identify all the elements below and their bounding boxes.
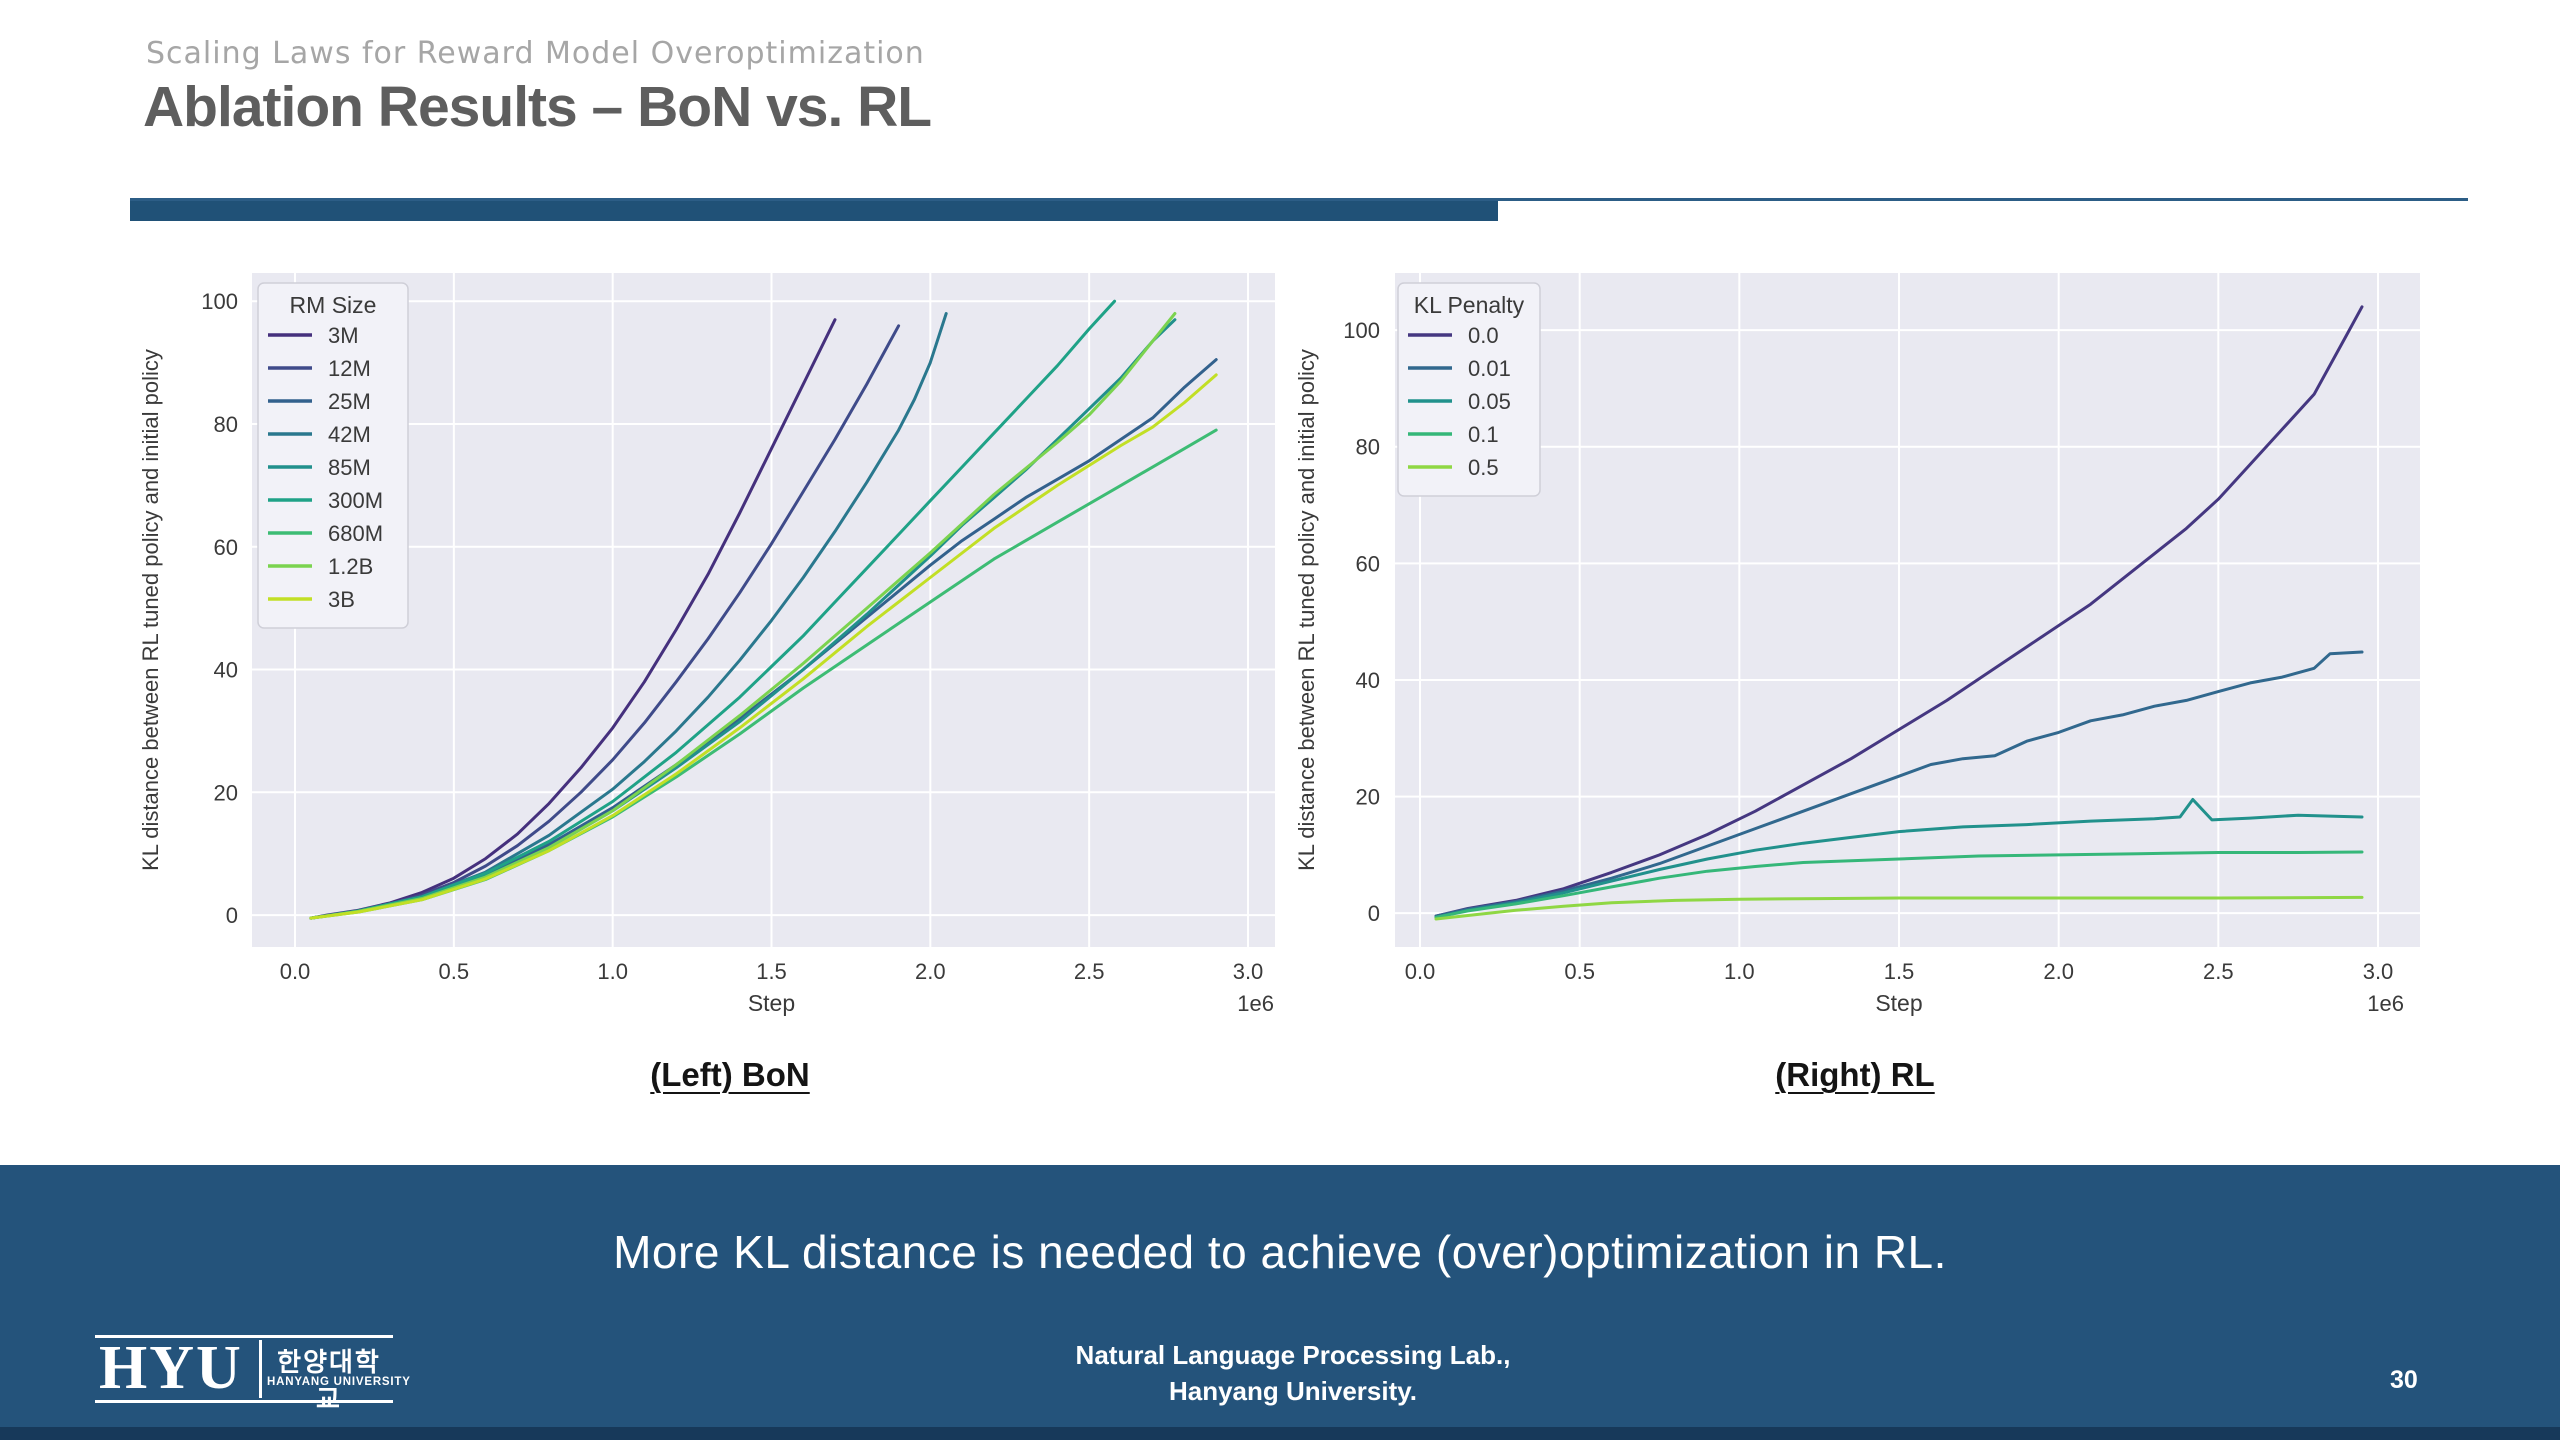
x-tick-label: 1.5 xyxy=(1884,959,1915,984)
x-tick-label: 3.0 xyxy=(1233,959,1264,984)
rl-chart: 0.0 0.5 1.0 1.5 2.0 2.5 3.0 0 20 40 60 80 100 Step 1e6… xyxy=(1270,250,2430,1050)
bon-chart: 0.0 0.5 1.0 1.5 2.0 2.5 3.0 0 20 40 60 80 100 Step 1e6… xyxy=(130,250,1290,1050)
y-tick-label: 0 xyxy=(226,903,238,928)
y-tick-label: 100 xyxy=(1343,318,1380,343)
y-tick-label: 60 xyxy=(214,535,238,560)
y-tick-label: 60 xyxy=(1356,551,1380,576)
lab-credit-line1: Natural Language Processing Lab., xyxy=(1075,1340,1511,1370)
plot-area xyxy=(1395,273,2420,947)
gridlines xyxy=(1395,273,2420,947)
legend-title: RM Size xyxy=(290,292,377,318)
x-axis-label: Step xyxy=(748,990,795,1016)
accent-bar xyxy=(130,201,1498,221)
series-line-300M xyxy=(309,299,1117,920)
x-axis-offset-label: 1e6 xyxy=(1237,991,1274,1016)
x-tick-label: 1.0 xyxy=(1724,959,1755,984)
y-tick-label: 20 xyxy=(214,780,238,805)
series-line-0.5 xyxy=(1434,895,2364,921)
logo-university-name: HANYANG UNIVERSITY xyxy=(267,1376,411,1388)
series-line-0.0 xyxy=(1434,305,2364,918)
x-axis-offset-label: 1e6 xyxy=(2367,991,2404,1016)
x-tick-label: 1.0 xyxy=(597,959,628,984)
y-axis-label: KL distance between RL tuned policy and … xyxy=(138,349,163,871)
y-tick-label: 80 xyxy=(214,412,238,437)
plot-area xyxy=(252,273,1275,947)
chart-svg: 0.0 0.5 1.0 1.5 2.0 2.5 3.0 0 20 40 60 80 100 Step 1e6… xyxy=(1294,273,2420,1016)
logo-rule-bottom xyxy=(95,1400,393,1403)
x-tick-label: 2.0 xyxy=(2043,959,2074,984)
legend-label-0.5: 0.5 xyxy=(1468,455,1499,480)
x-tick-label: 0.0 xyxy=(280,959,311,984)
series-line-0.1 xyxy=(1434,850,2364,919)
legend-label-25M: 25M xyxy=(328,389,371,414)
x-axis-label: Step xyxy=(1875,990,1922,1016)
series-line-3B xyxy=(309,373,1218,920)
series-line-1.2B xyxy=(309,312,1177,920)
x-tick-label: 0.5 xyxy=(439,959,470,984)
series-lines xyxy=(309,299,1218,920)
right-chart-caption: (Right) RL xyxy=(1775,1056,1935,1093)
chart-svg: 0.0 0.5 1.0 1.5 2.0 2.5 3.0 0 20 40 60 80 100 Step 1e6… xyxy=(138,273,1275,1016)
x-tick-label: 3.0 xyxy=(2363,959,2394,984)
x-tick-label: 0.5 xyxy=(1564,959,1595,984)
y-tick-label: 100 xyxy=(201,289,238,314)
kicker-text: Scaling Laws for Reward Model Overoptimi… xyxy=(146,36,925,71)
y-tick-label: 80 xyxy=(1356,435,1380,460)
lab-credit: Natural Language Processing Lab., Hanyan… xyxy=(1043,1337,1543,1409)
y-tick-labels: 0 20 40 60 80 100 xyxy=(1343,318,1380,926)
legend-label-12M: 12M xyxy=(328,356,371,381)
series-line-0.01 xyxy=(1434,650,2364,918)
legend-label-0.01: 0.01 xyxy=(1468,356,1511,381)
legend: KL Penalty 0.0 0.01 0.05 0.1 0.5 xyxy=(1397,282,1541,497)
legend-label-300M: 300M xyxy=(328,488,383,513)
legend-label-3M: 3M xyxy=(328,323,359,348)
series-line-0.05 xyxy=(1434,798,2364,919)
y-tick-label: 40 xyxy=(1356,668,1380,693)
divider-line xyxy=(130,198,2468,201)
legend-label-0.1: 0.1 xyxy=(1468,422,1499,447)
x-tick-label: 2.5 xyxy=(1074,959,1105,984)
banner-message: More KL distance is needed to achieve (o… xyxy=(613,1226,1947,1278)
series-lines xyxy=(1434,305,2364,921)
y-tick-labels: 0 20 40 60 80 100 xyxy=(201,289,238,928)
logo-vertical-rule xyxy=(259,1340,262,1398)
logo-rule-top xyxy=(95,1335,393,1338)
legend-label-85M: 85M xyxy=(328,455,371,480)
y-tick-label: 20 xyxy=(1356,785,1380,810)
banner-bottom-strip xyxy=(0,1427,2560,1440)
hyu-logo: HYU 한양대학교 HANYANG UNIVERSITY xyxy=(95,1330,411,1414)
lab-credit-line2: Hanyang University. xyxy=(1168,1376,1418,1406)
gridlines xyxy=(252,273,1275,947)
bottom-banner: More KL distance is needed to achieve (o… xyxy=(0,1165,2560,1440)
legend-label-0.0: 0.0 xyxy=(1468,323,1499,348)
x-tick-label: 1.5 xyxy=(756,959,787,984)
x-tick-label: 2.0 xyxy=(915,959,946,984)
logo-korean-name: 한양대학교 xyxy=(277,1347,381,1414)
y-axis-label: KL distance between RL tuned policy and … xyxy=(1294,349,1319,871)
y-tick-label: 40 xyxy=(214,658,238,683)
x-tick-label: 2.5 xyxy=(2203,959,2234,984)
y-tick-label: 0 xyxy=(1368,901,1380,926)
logo-acronym: HYU xyxy=(99,1334,243,1402)
page-number: 30 xyxy=(2390,1366,2418,1394)
legend-label-1.2B: 1.2B xyxy=(328,554,373,579)
legend: RM Size 3M 12M 25M 42M 85M 300M 680M 1.2B 3B xyxy=(257,282,409,629)
left-chart-caption: (Left) BoN xyxy=(650,1056,810,1093)
legend-label-3B: 3B xyxy=(328,587,355,612)
legend-label-0.05: 0.05 xyxy=(1468,389,1511,414)
page-title: Ablation Results – BoN vs. RL xyxy=(143,75,932,139)
x-tick-labels: 0.0 0.5 1.0 1.5 2.0 2.5 3.0 xyxy=(280,959,1264,984)
legend-label-42M: 42M xyxy=(328,422,371,447)
x-tick-label: 0.0 xyxy=(1405,959,1436,984)
legend-label-680M: 680M xyxy=(328,521,383,546)
x-tick-labels: 0.0 0.5 1.0 1.5 2.0 2.5 3.0 xyxy=(1405,959,2394,984)
legend-title: KL Penalty xyxy=(1414,292,1525,318)
